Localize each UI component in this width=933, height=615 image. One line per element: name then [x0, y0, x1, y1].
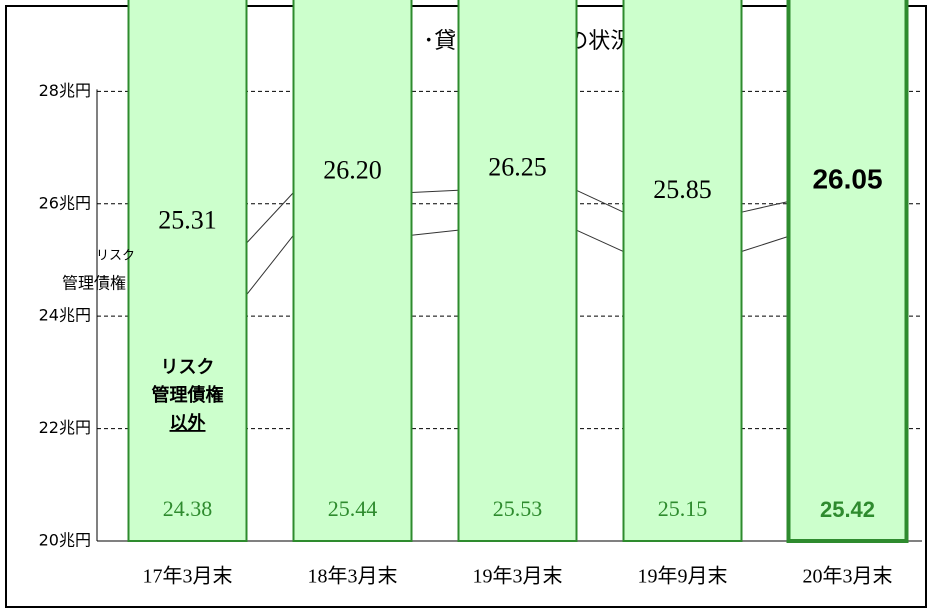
- connector: [741, 201, 789, 213]
- connector: [411, 189, 459, 194]
- bar-segment: [457, 0, 578, 542]
- connector: [246, 192, 294, 244]
- x-tick-label: 18年3月末: [308, 565, 398, 588]
- data-label: 25.53: [493, 496, 543, 521]
- series-label: 以外: [170, 412, 206, 434]
- series-label: 管理債権: [152, 384, 224, 406]
- bar-segment: [127, 0, 248, 542]
- total-label: 26.20: [323, 155, 382, 184]
- series-label: リスク: [161, 357, 215, 378]
- data-label: 25.15: [658, 496, 708, 521]
- data-label: 24.38: [163, 496, 213, 521]
- y-tick-label: 20兆円: [39, 531, 91, 550]
- connector: [576, 189, 624, 213]
- total-label: 26.25: [488, 153, 547, 182]
- x-tick-label: 19年3月末: [473, 565, 563, 588]
- data-label: 25.44: [328, 496, 378, 521]
- series-label: 管理債権: [62, 274, 126, 293]
- connector: [741, 235, 789, 253]
- bar-segment: [622, 0, 743, 542]
- connector: [246, 234, 294, 296]
- y-tick-label: 24兆円: [39, 306, 91, 325]
- x-tick-label: 20年3月末: [803, 565, 893, 588]
- total-label: 25.85: [653, 175, 712, 204]
- connector: [576, 229, 624, 252]
- x-tick-label: 19年9月末: [638, 565, 728, 588]
- y-tick-label: 26兆円: [39, 193, 91, 212]
- data-label: 25.42: [820, 497, 875, 522]
- series-label: リスク: [96, 249, 135, 264]
- bar-segment: [292, 0, 413, 542]
- connector: [411, 229, 459, 236]
- total-label: 25.31: [158, 206, 217, 235]
- total-label: 26.05: [812, 163, 882, 194]
- x-tick-label: 17年3月末: [143, 565, 233, 588]
- y-tick-label: 22兆円: [39, 418, 91, 437]
- y-tick-label: 28兆円: [39, 81, 91, 100]
- bar-segment: [786, 0, 909, 543]
